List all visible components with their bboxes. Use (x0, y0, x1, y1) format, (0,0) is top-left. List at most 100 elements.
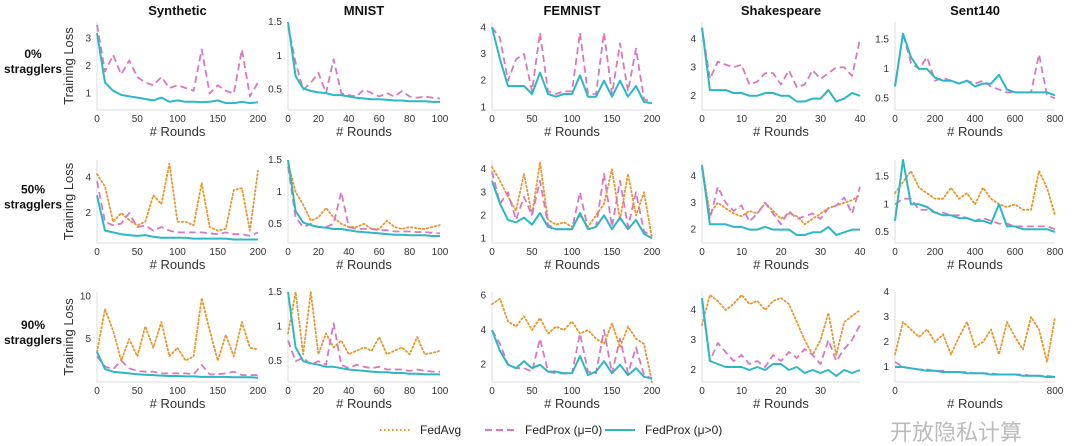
y-tick-label: 2 (85, 61, 91, 72)
y-tick-label: 1.5 (268, 287, 282, 298)
y-tick-label: 0.5 (268, 356, 282, 367)
row-label: 0% stragglers (4, 47, 62, 76)
series-line-solid (895, 366, 1055, 378)
y-tick-label: 4 (883, 287, 889, 298)
series-line-dotted (96, 297, 259, 362)
x-tick-label: 150 (604, 386, 621, 397)
series-line-solid (96, 32, 259, 105)
x-tick-label: 10 (736, 247, 748, 258)
series-line-solid (491, 27, 653, 105)
x-tick-label: 80 (404, 114, 416, 125)
y-tick-label: 10 (80, 291, 92, 302)
y-tick-label: 4 (85, 173, 91, 184)
panel-1-2: 1 2 3 4 0 50 100 150 200 # Rounds (480, 160, 661, 272)
x-tick-label: 150 (604, 247, 621, 258)
y-tick-label: 1 (85, 89, 91, 100)
x-tick-label: 200 (250, 386, 267, 397)
x-tick-label: 20 (775, 247, 787, 258)
x-tick-label: 800 (1047, 386, 1064, 397)
series-line-dashed (701, 300, 861, 368)
y-tick-label: 1 (480, 233, 486, 244)
panel-1-1: 0.5 1 1.5 0 20 40 60 80 100 # Rounds (268, 155, 449, 272)
x-tick-label: 800 (1047, 114, 1064, 125)
series-line-dashed (491, 26, 653, 103)
legend-label: FedAvg (420, 423, 461, 437)
y-tick-label: 2 (690, 365, 696, 376)
y-tick-label: 4 (690, 305, 696, 316)
y-tick-label: 1 (883, 362, 889, 373)
x-tick-label: 50 (132, 386, 144, 397)
row-label: 50% stragglers (4, 183, 62, 212)
x-tick-label: 0 (94, 114, 100, 125)
series-line-dotted (287, 162, 441, 230)
y-tick-label: 2 (85, 208, 91, 219)
x-tick-label: 200 (250, 247, 267, 258)
y-tick-label: 2 (883, 337, 889, 348)
x-tick-label: 60 (374, 247, 386, 258)
y-tick-label: 2 (480, 210, 486, 221)
series-line-dashed (96, 24, 259, 98)
x-tick-label: 80 (404, 247, 416, 258)
panel-1-0: 2 4 0 50 100 150 200 # Rounds Training Loss (61, 160, 267, 272)
x-axis-label: # Rounds (544, 124, 600, 139)
x-tick-label: 100 (169, 114, 186, 125)
x-tick-label: 20 (313, 114, 325, 125)
x-tick-label: 20 (313, 386, 325, 397)
y-tick-label: 2 (480, 360, 486, 371)
x-axis-label: # Rounds (544, 396, 600, 411)
y-tick-label: 2 (480, 76, 486, 87)
x-tick-label: 100 (432, 247, 449, 258)
row-label-line: stragglers (4, 198, 62, 212)
x-axis-label: # Rounds (947, 124, 1003, 139)
y-tick-label: 4 (690, 171, 696, 182)
series-line-dotted (701, 294, 861, 356)
x-tick-label: 200 (927, 247, 944, 258)
x-tick-label: 50 (526, 247, 538, 258)
x-tick-label: 0 (285, 114, 291, 125)
y-tick-label: 1.5 (875, 172, 889, 183)
x-tick-label: 200 (250, 114, 267, 125)
x-tick-label: 100 (432, 386, 449, 397)
panel-0-0: 1 2 3 0 50 100 150 200 # Rounds Training Loss (61, 22, 267, 139)
column-title: MNIST (344, 3, 385, 18)
x-axis-label: # Rounds (336, 124, 392, 139)
series-line-dotted (491, 297, 653, 383)
series-line-dotted (701, 164, 861, 226)
y-tick-label: 1 (883, 199, 889, 210)
x-tick-label: 0 (94, 247, 100, 258)
series-line-solid (96, 195, 258, 241)
y-tick-label: 3 (85, 34, 91, 45)
x-tick-label: 150 (209, 114, 226, 125)
watermark: 开放隐私计算 (890, 421, 1022, 446)
x-axis-label: # Rounds (544, 257, 600, 272)
x-tick-label: 100 (169, 386, 186, 397)
legend-label: FedProx (μ>0) (645, 423, 722, 437)
y-tick-label: 3 (690, 198, 696, 209)
series-line-dashed (701, 27, 861, 89)
series-line-dotted (894, 170, 1056, 217)
series-line-solid (287, 159, 440, 237)
x-tick-label: 100 (432, 114, 449, 125)
x-tick-label: 400 (967, 247, 984, 258)
x-tick-label: 40 (343, 386, 355, 397)
row-label-line: stragglers (4, 333, 62, 347)
x-tick-label: 20 (775, 386, 787, 397)
x-axis-label: # Rounds (150, 396, 206, 411)
x-axis-label: # Rounds (753, 124, 809, 139)
x-tick-label: 20 (775, 114, 787, 125)
x-tick-label: 10 (736, 386, 748, 397)
y-tick-label: 2 (690, 91, 696, 102)
y-tick-label: 3 (883, 312, 889, 323)
row-label-line: stragglers (4, 62, 62, 76)
panel-0-4: 0.5 1 1.5 0 200 400 600 800 # Rounds (875, 22, 1064, 139)
x-tick-label: 800 (1047, 247, 1064, 258)
y-tick-label: 1 (883, 64, 889, 75)
x-axis-label: # Rounds (336, 257, 392, 272)
y-tick-label: 1 (276, 322, 282, 333)
y-tick-label: 1 (276, 51, 282, 62)
panel-2-3: 2 3 4 0 10 20 30 # Rounds (690, 292, 861, 411)
y-tick-label: 1.5 (268, 17, 282, 28)
x-axis-label: # Rounds (947, 396, 1003, 411)
